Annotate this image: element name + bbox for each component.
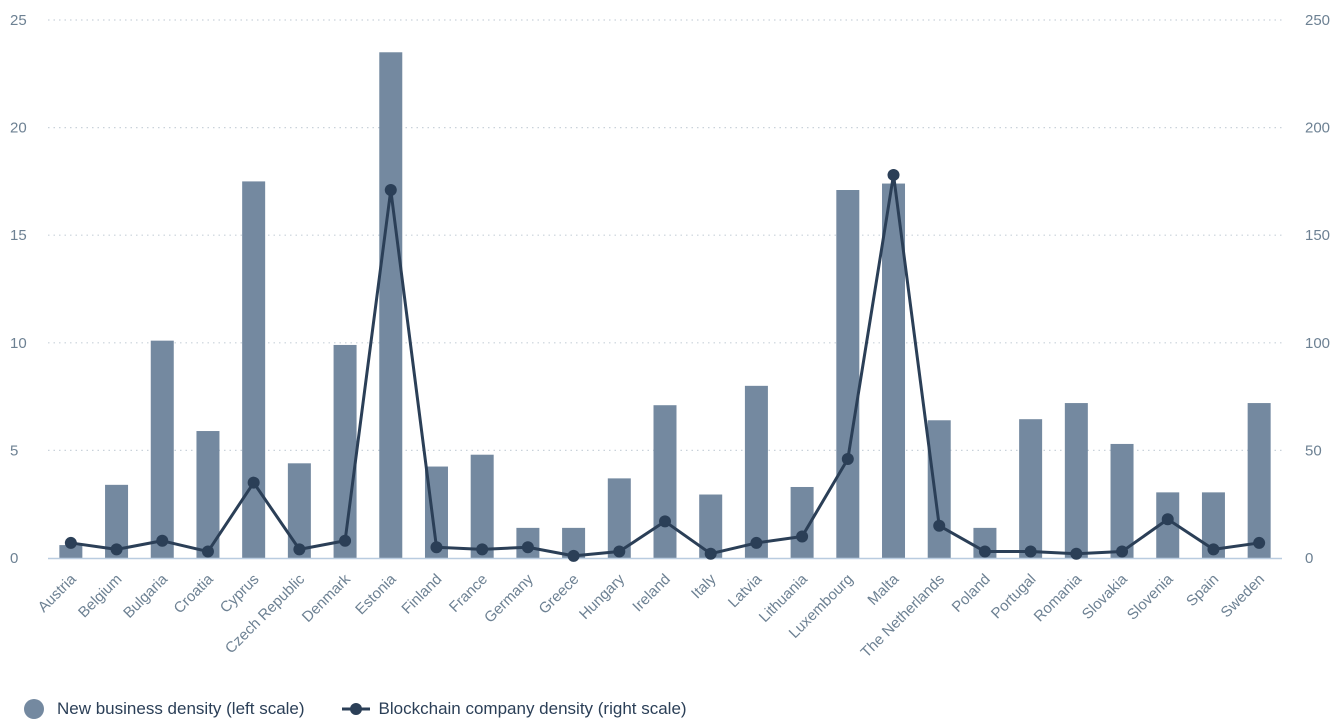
- bar: [105, 484, 129, 558]
- x-category-label: Italy: [688, 570, 720, 602]
- line-point: [887, 168, 900, 181]
- line-point: [430, 541, 443, 554]
- line-point: [750, 536, 763, 549]
- bar: [379, 52, 403, 558]
- line-point: [339, 534, 352, 547]
- x-category-label: Poland: [949, 571, 994, 616]
- chart-legend: New business density (left scale) Blockc…: [24, 698, 723, 720]
- line-swatch-icon: [341, 703, 370, 715]
- x-category-label: France: [446, 571, 491, 616]
- x-category-label: The Netherlands: [858, 571, 948, 661]
- x-category-label: Romania: [1031, 570, 1086, 625]
- bar: [699, 494, 723, 558]
- x-category-label: Czech Republic: [222, 570, 309, 657]
- y-left-tick-label: 25: [10, 12, 27, 29]
- x-category-label: Croatia: [171, 570, 218, 617]
- bar: [744, 385, 768, 558]
- y-left-tick-label: 10: [10, 335, 27, 352]
- bar: [150, 340, 174, 558]
- legend-label-new-business-density: New business density (left scale): [57, 699, 305, 718]
- bar: [333, 344, 357, 558]
- line-point: [64, 536, 77, 549]
- x-category-label: Malta: [864, 570, 902, 608]
- x-category-label: Estonia: [352, 570, 400, 618]
- x-category-label: Spain: [1183, 571, 1222, 610]
- x-category-label: Latvia: [725, 570, 766, 611]
- x-category-label: Germany: [481, 570, 537, 626]
- x-category-label: Bulgaria: [120, 570, 171, 621]
- line-point: [796, 530, 809, 543]
- y-left-tick-label: 5: [10, 442, 18, 459]
- line-point: [110, 543, 123, 556]
- x-category-label: Austria: [35, 570, 80, 615]
- y-right-tick-label: 0: [1305, 550, 1313, 567]
- x-category-label: Cyprus: [217, 571, 263, 617]
- bar: [196, 431, 220, 558]
- line-point: [521, 541, 534, 554]
- line-point: [201, 545, 214, 558]
- bar: [927, 420, 951, 558]
- line-point: [476, 543, 489, 556]
- bar: [59, 545, 83, 558]
- line-point: [1070, 547, 1083, 560]
- y-right-tick-label: 150: [1305, 227, 1330, 244]
- x-category-label: Slovenia: [1124, 570, 1177, 623]
- combo-chart: 0510152025050100150200250AustriaBelgiumB…: [10, 12, 1330, 661]
- y-left-tick-label: 20: [10, 120, 27, 137]
- bar: [790, 486, 814, 558]
- line-point: [659, 515, 671, 528]
- bar: [607, 478, 631, 558]
- y-right-tick-label: 250: [1305, 12, 1330, 29]
- y-left-tick-label: 15: [10, 227, 27, 244]
- line-point: [247, 476, 260, 489]
- legend-label-blockchain-density: Blockchain company density (right scale): [378, 699, 687, 718]
- bar: [1110, 443, 1134, 558]
- bar: [653, 405, 677, 558]
- line-point: [384, 184, 397, 197]
- line-point: [933, 519, 946, 532]
- x-category-label: Finland: [398, 571, 445, 618]
- line-point: [1024, 545, 1037, 558]
- bar: [470, 454, 494, 558]
- line-point: [1207, 543, 1220, 556]
- y-right-tick-label: 200: [1305, 120, 1330, 137]
- bar: [1019, 419, 1043, 558]
- bar: [1064, 403, 1088, 558]
- line-point: [978, 545, 991, 558]
- line-point: [1253, 536, 1266, 549]
- bar: [562, 527, 586, 558]
- legend-item-blockchain-density[interactable]: Blockchain company density (right scale): [341, 699, 687, 719]
- x-category-label: Ireland: [629, 571, 673, 615]
- bar: [882, 183, 906, 558]
- line-point: [704, 547, 717, 560]
- y-left-tick-label: 0: [10, 550, 18, 567]
- line-point: [841, 453, 854, 466]
- bar: [836, 190, 860, 558]
- bar-swatch-icon: [24, 699, 44, 719]
- line-point: [567, 549, 580, 562]
- x-category-label: Belgium: [75, 571, 125, 621]
- bar: [242, 181, 266, 558]
- line-point: [293, 543, 306, 556]
- bar: [287, 463, 311, 558]
- y-right-tick-label: 100: [1305, 335, 1330, 352]
- x-category-label: Hungary: [576, 570, 628, 622]
- bar: [1201, 492, 1225, 558]
- line-point: [1161, 513, 1174, 526]
- line-point: [156, 534, 169, 547]
- x-category-label: Sweden: [1218, 571, 1268, 621]
- bar: [1247, 403, 1271, 558]
- line-point: [613, 545, 626, 558]
- x-category-label: Denmark: [299, 570, 354, 625]
- x-category-label: Slovakia: [1079, 570, 1132, 623]
- y-right-tick-label: 50: [1305, 442, 1322, 459]
- line-point: [1116, 545, 1129, 558]
- legend-item-new-business-density[interactable]: New business density (left scale): [24, 699, 305, 719]
- bar: [424, 466, 448, 558]
